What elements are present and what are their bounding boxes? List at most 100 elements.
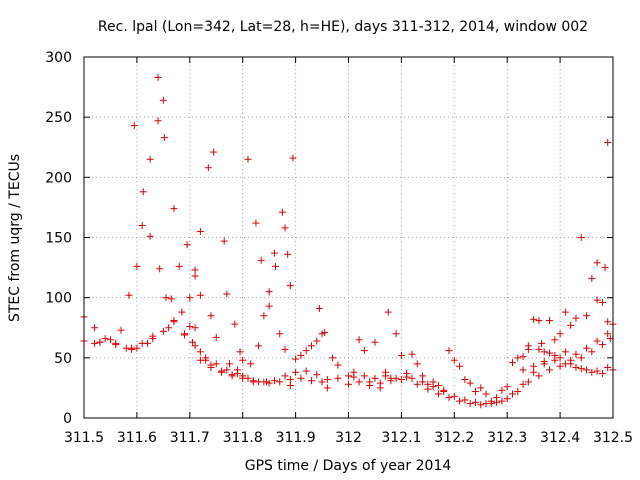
data-point (281, 372, 289, 380)
y-tick-label: 250 (45, 110, 72, 126)
data-point (292, 355, 300, 363)
data-point (302, 367, 310, 375)
data-point (588, 274, 596, 282)
data-point (252, 219, 260, 227)
data-point (493, 398, 501, 406)
data-point (350, 368, 358, 376)
data-point (257, 256, 265, 264)
data-point (233, 369, 241, 377)
data-point (321, 329, 329, 337)
data-point (91, 324, 99, 332)
data-point (225, 360, 233, 368)
data-point (538, 339, 546, 347)
data-point (186, 323, 194, 331)
data-point (519, 353, 527, 361)
y-tick-label: 150 (45, 231, 72, 247)
data-points (80, 73, 617, 409)
data-point (429, 383, 437, 391)
data-point (561, 360, 569, 368)
y-tick-label: 0 (63, 411, 72, 427)
x-tick-label: 312 (335, 430, 362, 446)
data-point (128, 344, 136, 352)
data-point (461, 396, 469, 404)
data-point (498, 386, 506, 394)
data-point (159, 96, 167, 104)
data-point (514, 354, 522, 362)
data-point (96, 338, 104, 346)
data-point (598, 369, 606, 377)
data-point (183, 241, 191, 249)
data-point (572, 314, 580, 322)
data-point (196, 227, 204, 235)
data-point (239, 356, 247, 364)
data-point (125, 291, 133, 299)
data-point (535, 345, 543, 353)
data-point (371, 338, 379, 346)
data-point (247, 360, 255, 368)
data-point (239, 374, 247, 382)
data-point (408, 350, 416, 358)
data-point (236, 348, 244, 356)
data-point (270, 377, 278, 385)
x-tick-label: 312.5 (593, 430, 633, 446)
data-point (471, 398, 479, 406)
data-point (355, 378, 363, 386)
data-point (265, 288, 273, 296)
data-point (408, 374, 416, 382)
data-point (334, 374, 342, 382)
data-point (604, 318, 612, 326)
data-point (413, 380, 421, 388)
x-tick-label: 312.4 (540, 430, 580, 446)
data-point (297, 374, 305, 382)
data-point (207, 363, 215, 371)
data-point (445, 394, 453, 402)
data-point (450, 356, 458, 364)
data-point (583, 366, 591, 374)
data-point (530, 362, 538, 370)
data-point (371, 374, 379, 382)
data-point (403, 373, 411, 381)
data-point (307, 377, 315, 385)
data-point (514, 388, 522, 396)
data-point (577, 234, 585, 241)
data-point (567, 356, 575, 364)
data-point (323, 375, 331, 383)
data-point (154, 73, 162, 81)
data-point (249, 377, 257, 385)
data-point (561, 348, 569, 356)
data-point (117, 326, 125, 334)
data-point (220, 237, 228, 245)
data-point (535, 317, 543, 325)
data-point (593, 296, 601, 304)
data-point (471, 388, 479, 396)
data-point (601, 264, 609, 272)
data-point (598, 341, 606, 349)
data-point (397, 375, 405, 383)
data-point (466, 400, 474, 408)
data-point (546, 317, 554, 325)
x-axis-label: GPS time / Days of year 2014 (245, 458, 452, 474)
data-point (540, 360, 548, 368)
data-point (191, 324, 199, 332)
data-point (106, 336, 114, 344)
data-point (530, 315, 538, 323)
y-tick-label: 300 (45, 50, 72, 66)
data-point (175, 262, 183, 270)
data-point (450, 392, 458, 400)
data-point (466, 379, 474, 387)
data-point (281, 224, 289, 232)
data-point (231, 320, 239, 328)
data-point (313, 371, 321, 379)
x-tick-label: 312.1 (381, 430, 421, 446)
data-point (503, 383, 511, 391)
data-point (202, 354, 210, 362)
data-point (146, 155, 154, 163)
data-point (329, 354, 337, 362)
data-point (133, 262, 141, 270)
data-point (138, 221, 146, 229)
data-point (561, 308, 569, 316)
data-point (598, 298, 606, 306)
data-point (270, 249, 278, 257)
data-point (278, 208, 286, 216)
data-point (345, 380, 352, 388)
